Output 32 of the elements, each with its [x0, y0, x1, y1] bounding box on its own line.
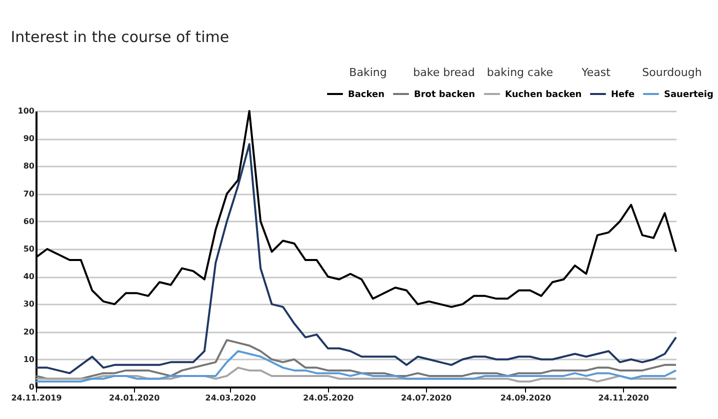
- x-tick-label: 24.11.2019: [11, 394, 62, 402]
- y-tick-label: 0: [28, 382, 35, 392]
- legend-label: Kuchen backen: [505, 90, 582, 100]
- legend-label: Hefe: [611, 90, 635, 100]
- text: baking cake: [486, 66, 554, 79]
- text: Yeast: [580, 66, 612, 79]
- y-tick-label: 50: [23, 244, 35, 254]
- text: Sourdough: [641, 66, 703, 79]
- line-series: [35, 350, 677, 382]
- y-tick-label: 30: [23, 300, 35, 309]
- legend-label: Brot backen: [414, 90, 476, 100]
- y-tick-label: 10: [23, 354, 35, 364]
- legend-label: Backen: [348, 90, 385, 100]
- line-series: [35, 339, 677, 380]
- x-tick-label: 24.03.2020: [205, 394, 256, 402]
- chart-title: Interest in the course of time: [10, 28, 230, 46]
- x-tick-label: 24.07.2020: [400, 394, 452, 402]
- x-tick-label: 24.01.2020: [109, 394, 160, 402]
- legend-label: Sauerteig: [664, 90, 714, 100]
- y-tick-label: 20: [23, 327, 35, 336]
- y-tick-label: 40: [23, 272, 35, 282]
- line-series: [35, 143, 677, 374]
- x-tick-label: 24.11.2020: [598, 394, 650, 402]
- y-tick-label: 70: [23, 189, 35, 198]
- y-tick-label: 90: [23, 134, 35, 144]
- x-tick-label: 24.09.2020: [500, 394, 552, 402]
- x-tick-label: 24.05.2020: [303, 394, 354, 402]
- y-tick-label: 80: [23, 162, 35, 171]
- y-tick-label: 100: [18, 106, 35, 116]
- text: Baking: [348, 66, 388, 79]
- y-tick-label: 60: [23, 216, 35, 226]
- text: bake bread: [412, 66, 476, 79]
